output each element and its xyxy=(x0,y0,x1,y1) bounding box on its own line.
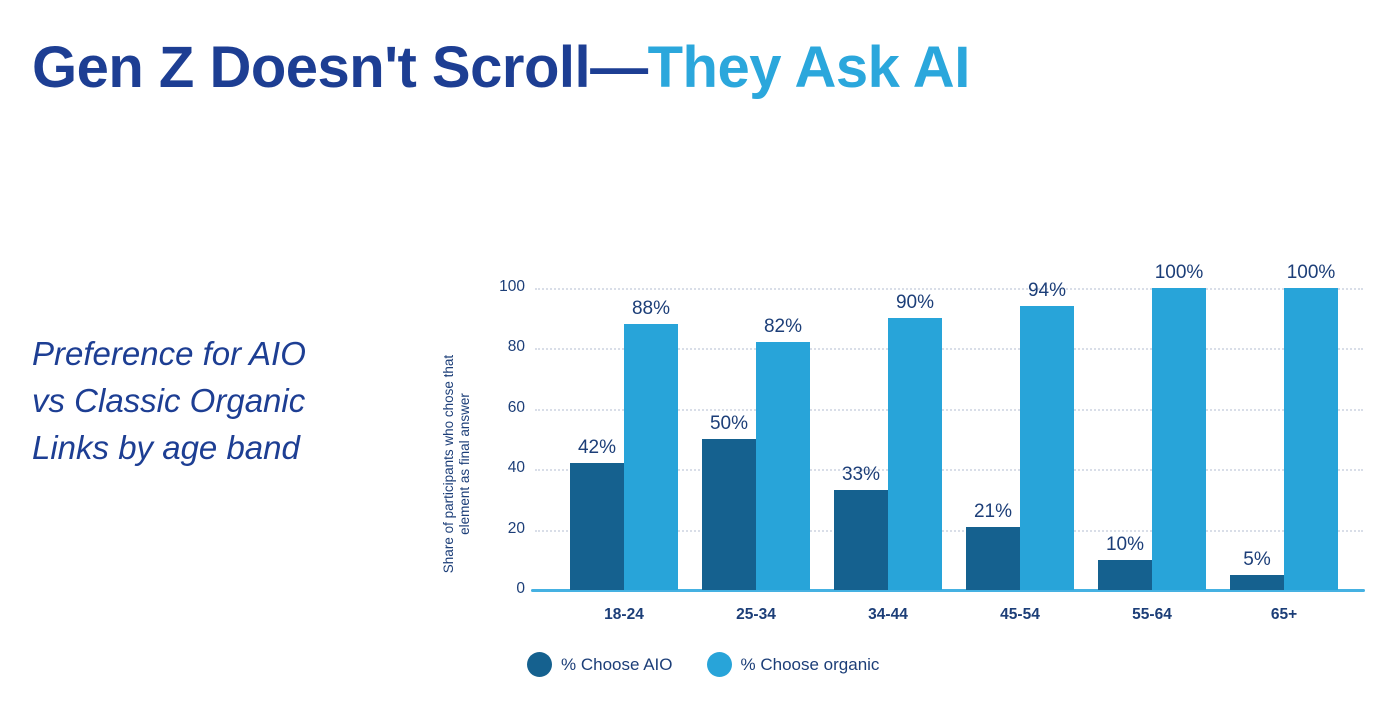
y-tick-label-40: 40 xyxy=(507,459,525,477)
x-axis-label-18-24: 18-24 xyxy=(604,606,644,623)
bar-aio-34-44 xyxy=(834,490,888,590)
bar-group-65+: 5% 100% 65+ xyxy=(1230,262,1338,623)
bar-aio-45-54 xyxy=(966,527,1020,590)
bar-aio-18-24 xyxy=(570,463,624,590)
y-tick-label-80: 80 xyxy=(507,338,525,356)
bar-value-label-organic-34-44: 90% xyxy=(895,292,935,313)
x-axis-line xyxy=(531,589,1365,592)
bar-value-label-organic-45-54: 94% xyxy=(1027,280,1067,301)
bar-value-label-aio-45-54: 21% xyxy=(973,501,1013,522)
bar-organic-34-44 xyxy=(888,318,942,590)
legend-swatch-icon xyxy=(527,652,552,677)
bar-value-label-organic-55-64: 100% xyxy=(1154,262,1204,283)
bar-organic-18-24 xyxy=(624,324,678,590)
title-accent-segment: They Ask AI xyxy=(647,35,971,100)
gridline-100 xyxy=(535,288,1363,290)
y-tick-label-60: 60 xyxy=(507,398,525,416)
subtitle-line-1: Preference for AIO xyxy=(32,335,306,372)
bar-aio-25-34 xyxy=(702,439,756,590)
bar-value-label-aio-34-44: 33% xyxy=(841,464,881,485)
subtitle-line-3: Links by age band xyxy=(32,429,300,466)
bar-group-45-54: 21% 94% 45-54 xyxy=(966,280,1074,623)
bar-value-label-aio-65+: 5% xyxy=(1243,549,1271,570)
gridline-20 xyxy=(535,529,1363,532)
bar-group-18-24: 42% 88% 18-24 xyxy=(570,288,678,623)
y-tick-label-0: 0 xyxy=(516,580,525,597)
bar-value-label-organic-25-34: 82% xyxy=(763,316,803,337)
bar-group-55-64: 10% 100% 55-64 xyxy=(1098,262,1206,623)
bar-value-label-aio-55-64: 10% xyxy=(1105,534,1145,555)
x-axis-label-34-44: 34-44 xyxy=(868,606,908,623)
chart-legend: % Choose AIO % Choose organic xyxy=(527,652,879,677)
legend-swatch-icon xyxy=(706,652,732,677)
bar-value-label-organic-65+: 100% xyxy=(1286,262,1336,283)
x-axis-label-55-64: 55-64 xyxy=(1132,606,1172,623)
x-axis-label-25-34: 25-34 xyxy=(736,606,776,623)
bar-organic-45-54 xyxy=(1020,306,1074,590)
bar-aio-55-64 xyxy=(1098,560,1152,590)
title-dark-segment: Gen Z Doesn't Scroll— xyxy=(32,35,648,100)
bar-chart-plot-area: 0 20 40 60 80 100 42% 88% 18-24 50% 82% 25-34 33% 90%… xyxy=(499,262,1365,623)
bar-value-label-organic-18-24: 88% xyxy=(631,298,671,319)
gridline-60 xyxy=(535,408,1363,411)
gridline-40 xyxy=(535,469,1363,472)
bar-organic-65+ xyxy=(1284,288,1338,590)
x-axis-label-45-54: 45-54 xyxy=(1000,606,1040,623)
bar-value-label-aio-18-24: 42% xyxy=(577,437,617,458)
legend-label: % Choose AIO xyxy=(561,654,673,674)
bar-organic-25-34 xyxy=(756,342,810,590)
bar-aio-65+ xyxy=(1230,575,1284,590)
bar-group-34-44: 33% 90% 34-44 xyxy=(834,288,942,623)
legend-item-aio: % Choose AIO xyxy=(527,652,673,677)
chart-subtitle: Preference for AIO vs Classic Organic Li… xyxy=(32,330,306,471)
x-axis-label-65+: 65+ xyxy=(1270,606,1298,623)
legend-label: % Choose organic xyxy=(740,654,880,674)
y-tick-label-20: 20 xyxy=(507,519,525,537)
bar-value-label-aio-25-34: 50% xyxy=(709,413,749,434)
bar-organic-55-64 xyxy=(1152,288,1206,590)
subtitle-line-2: vs Classic Organic xyxy=(32,382,306,419)
legend-item-organic: % Choose organic xyxy=(706,652,880,677)
y-tick-label-100: 100 xyxy=(499,278,525,295)
bar-group-25-34: 50% 82% 25-34 xyxy=(702,288,810,623)
page-title: Gen Z Doesn't Scroll—They Ask AI xyxy=(32,36,970,100)
gridline-80 xyxy=(535,348,1363,351)
